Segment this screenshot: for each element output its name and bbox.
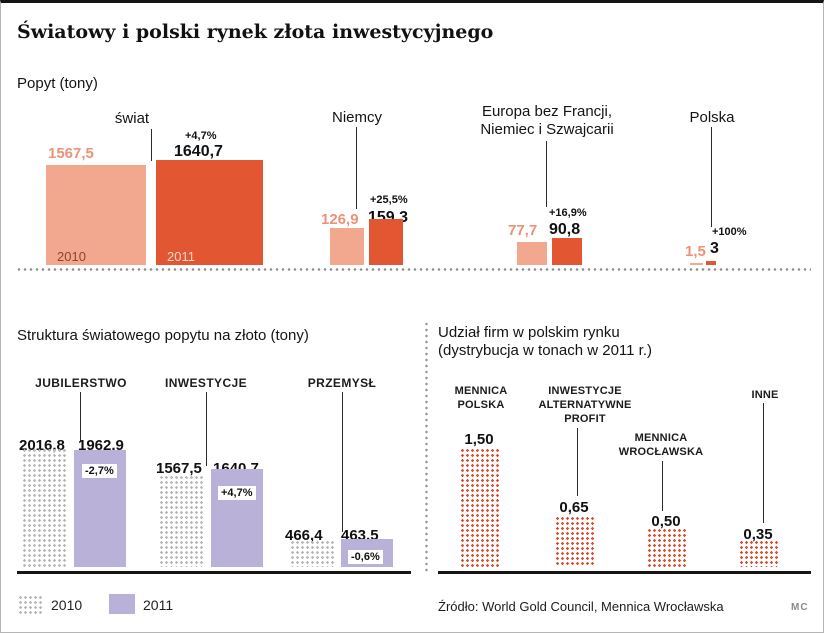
connector-line-przemysl <box>342 392 343 532</box>
value-profit: 0,65 <box>559 499 589 516</box>
bar-year-label-2011: 2011 <box>167 249 195 264</box>
bar-mennica-polska <box>459 447 499 567</box>
bar-2011-swiat <box>156 160 263 265</box>
bar-2011-niemcy <box>369 218 403 265</box>
credit-text: MC <box>791 602 809 613</box>
category-label-jubilerstwo: JUBILERSTWO <box>35 376 127 390</box>
bar-2010-polska <box>690 263 703 265</box>
group-label-swiat: świat <box>114 110 150 127</box>
legend-label-2010: 2010 <box>51 597 83 613</box>
change-niemcy: +25,5% <box>370 194 408 206</box>
change-swiat: +4,7% <box>185 130 217 142</box>
change-europa: +16,9% <box>549 207 587 219</box>
connector-line-niemcy <box>356 127 357 209</box>
company-label-profit-line3: PROFIT <box>564 413 606 425</box>
value-2011-swiat: 1640,7 <box>174 143 223 160</box>
bar-mennica-wroclawska <box>646 527 686 567</box>
value-2010-swiat: 1567,5 <box>48 145 94 162</box>
value-mennica-wroclawska: 0,50 <box>651 513 681 530</box>
value-2011-polska: 3 <box>710 240 719 257</box>
change-badge-inwestycje: +4,7% <box>218 486 256 500</box>
bar-2010-niemcy <box>330 228 364 265</box>
connector-line-jubilerstwo <box>80 392 81 442</box>
value-2011-jubilerstwo: 1962,9 <box>78 437 124 454</box>
legend-swatch-2010 <box>17 594 43 614</box>
value-inne: 0,35 <box>743 526 773 543</box>
value-2011-europa: 90,8 <box>549 221 581 238</box>
bar-inne <box>738 539 778 567</box>
value-mennica-polska: 1,50 <box>464 431 494 448</box>
bar-2010-europa <box>517 241 547 265</box>
structure-chart-title: Struktura światowego popytu na złoto (to… <box>17 327 309 344</box>
value-2010-europa: 77,7 <box>508 222 538 239</box>
group-label-europa-line2: Niemiec i Szwajcarii <box>480 121 614 138</box>
connector-line-profit <box>577 428 578 496</box>
company-label-mennica-polska-line1: MENNICA <box>454 385 508 397</box>
legend-label-2011: 2011 <box>143 597 174 613</box>
bar-2011-polska <box>706 261 716 265</box>
bar-2011-europa <box>552 237 582 265</box>
market-share-title-line2: (dystrybucja w tonach w 2011 r.) <box>438 342 652 359</box>
bar-2010-przemysl <box>289 539 334 567</box>
change-badge-przemysl: -0,6% <box>348 550 383 564</box>
company-label-profit-line1: INWESTYCJE <box>548 385 622 397</box>
bar-2010-swiat <box>46 164 146 265</box>
company-label-mennica-wroclawska-line2: WROCŁAWSKA <box>618 446 704 458</box>
bar-year-label-2010: 2010 <box>57 249 86 264</box>
page-title: Światowy i polski rynek złota inwestycyj… <box>17 21 494 43</box>
group-label-europa-line1: Europa bez Francji, <box>481 103 613 120</box>
group-label-polska: Polska <box>689 109 735 126</box>
value-2010-polska: 1,5 <box>685 243 706 260</box>
bar-2011-inwestycje <box>211 469 263 567</box>
change-polska: +100% <box>712 226 747 238</box>
category-label-inwestycje: INWESTYCJE <box>164 376 247 390</box>
value-2010-niemcy: 126,9 <box>321 211 359 228</box>
company-label-profit-line2: ALTERNATYWNE <box>538 399 632 411</box>
connector-line-swiat <box>151 129 152 161</box>
company-label-mennica-polska-line2: POLSKA <box>457 399 505 411</box>
connector-line-polska <box>711 127 712 227</box>
demand-chart-title: Popyt (tony) <box>17 75 98 92</box>
bar-2010-inwestycje <box>158 473 203 567</box>
structure-axis-baseline <box>17 571 411 574</box>
category-label-przemysl: PRZEMYSŁ <box>307 376 377 390</box>
company-label-mennica-wroclawska-line1: MENNICA <box>634 432 688 444</box>
market-share-axis-baseline <box>438 571 811 574</box>
connector-line-mennica-wroclawska <box>662 461 663 511</box>
demand-axis-baseline <box>16 268 811 271</box>
value-2010-inwestycje: 1567,5 <box>156 460 202 477</box>
connector-line-inne <box>763 403 764 523</box>
change-badge-jubilerstwo: -2,7% <box>82 464 117 478</box>
connector-line-inwestycje <box>206 392 207 466</box>
section-divider <box>425 321 428 573</box>
bar-profit <box>554 515 594 567</box>
bar-2010-jubilerstwo <box>21 447 66 567</box>
legend-swatch-2011 <box>109 594 135 614</box>
group-label-niemcy: Niemcy <box>331 109 382 126</box>
source-text: Źródło: World Gold Council, Mennica Wroc… <box>438 599 724 614</box>
company-label-inne: INNE <box>751 389 779 401</box>
connector-line-europa <box>546 141 547 207</box>
market-share-title-line1: Udział firm w polskim rynku <box>438 324 620 341</box>
